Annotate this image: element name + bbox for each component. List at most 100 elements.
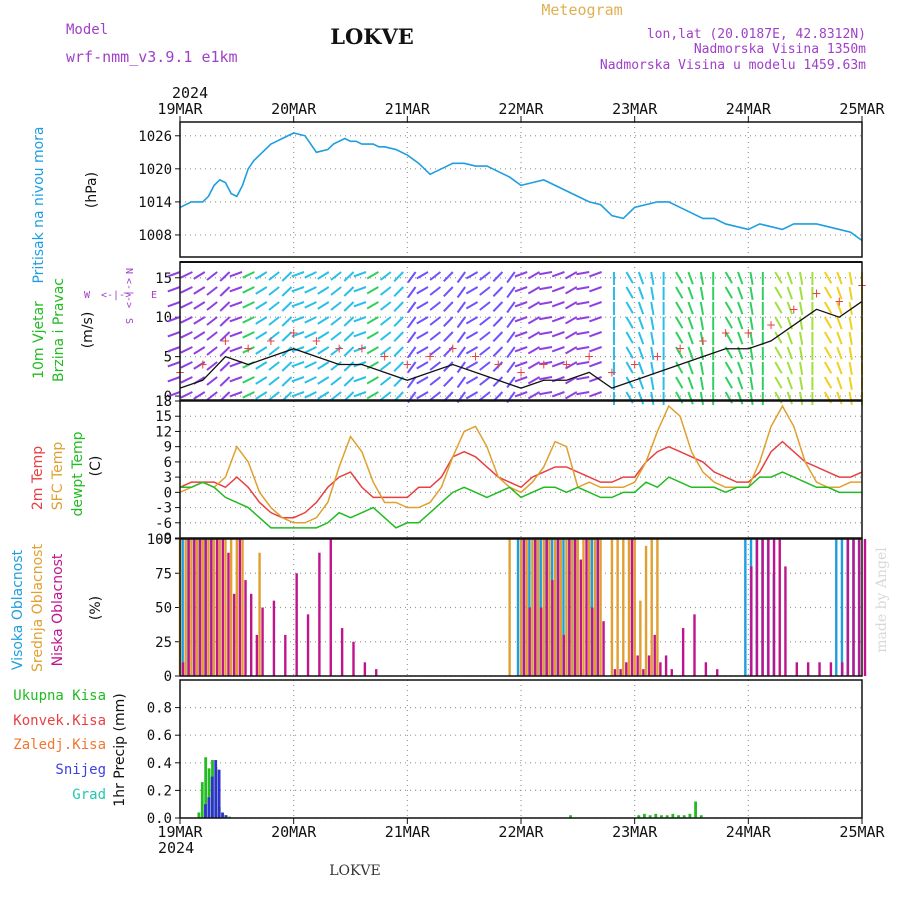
precip-total-bar xyxy=(654,813,658,818)
mid-cloud-bar xyxy=(190,539,193,676)
precip-total-bar xyxy=(648,815,652,818)
wind-arrow xyxy=(565,271,578,280)
pressure-line xyxy=(179,132,863,242)
wind-arrow xyxy=(749,346,754,360)
wind-arrow xyxy=(465,346,479,355)
wind-arrow xyxy=(479,361,491,371)
y-tick-label: 18 xyxy=(155,394,172,410)
mid-cloud-bar xyxy=(235,539,239,676)
wind-arrow xyxy=(180,391,193,399)
wind-arrow xyxy=(479,301,491,311)
wind-arrow xyxy=(565,346,578,355)
wind-arrow xyxy=(353,346,367,353)
precip-snow-bar xyxy=(221,812,224,818)
wind-arrow xyxy=(749,271,754,285)
wind-arrow xyxy=(637,361,645,375)
wind-arrow xyxy=(416,316,429,325)
wind-arrow xyxy=(416,271,429,280)
wind-arrow xyxy=(317,361,330,370)
low-cloud-bar xyxy=(340,628,344,676)
wind-arrow xyxy=(167,286,181,293)
wind-gust-marker: + xyxy=(334,342,344,356)
wind-arrow xyxy=(576,346,590,351)
wind-arrow xyxy=(281,316,293,327)
wind-arrow xyxy=(465,391,479,400)
wind-arrow xyxy=(255,391,268,400)
low-cloud-bar xyxy=(568,539,571,676)
low-cloud-bar xyxy=(693,614,696,676)
wind-arrow xyxy=(393,361,404,373)
mid-cloud-bar xyxy=(207,539,210,676)
wind-arrow xyxy=(675,316,684,329)
low-cloud-bar xyxy=(653,634,656,676)
wind-arrow xyxy=(589,346,602,353)
wind-arrow xyxy=(492,301,504,313)
wind-arrow xyxy=(304,391,317,399)
wind-arrow xyxy=(193,361,206,370)
wind-arrow xyxy=(393,331,404,343)
mid-cloud-bar xyxy=(656,539,659,676)
bottom-date-tick: 20MAR xyxy=(271,823,317,841)
y-tick-label: 0 xyxy=(164,669,172,685)
wind-arrow xyxy=(353,271,367,278)
wind-arrow xyxy=(823,361,833,374)
wind-arrow xyxy=(353,331,367,338)
bottom-date-tick: 19MAR xyxy=(157,823,203,841)
precip-grad-label: Grad xyxy=(72,787,106,803)
wind-arrow xyxy=(724,361,733,374)
low-cloud-bar xyxy=(613,669,617,676)
wind-arrow xyxy=(724,271,733,284)
wind-arrow xyxy=(317,346,330,355)
wind-arrow xyxy=(330,361,342,371)
wind-arrow xyxy=(379,331,392,341)
mid-cloud-bar xyxy=(570,539,574,676)
wind-arrow xyxy=(836,331,843,345)
y-tick-label: 6 xyxy=(164,455,172,471)
wind-arrow xyxy=(724,376,733,389)
wind-gust-marker: + xyxy=(812,286,822,300)
low-cloud-bar xyxy=(625,662,628,676)
wind-arrow xyxy=(675,301,684,314)
wind-arrow xyxy=(343,376,355,387)
location-title: LOKVE xyxy=(330,24,414,49)
wind-arrow xyxy=(255,301,268,310)
wind-gust-marker: + xyxy=(289,326,299,340)
wind-arrow xyxy=(836,271,843,285)
wind-arrow xyxy=(465,361,479,370)
wind-arrow xyxy=(353,301,367,308)
mid-cloud-bar xyxy=(508,539,511,676)
wind-arrow xyxy=(443,286,454,298)
wind-arrow xyxy=(456,331,467,344)
wind-arrow xyxy=(625,286,634,299)
wind-arrow xyxy=(268,286,280,296)
wind-arrow xyxy=(749,376,754,390)
wind-arrow xyxy=(379,391,392,401)
wind-arrow xyxy=(167,391,181,398)
wind-arrow xyxy=(687,271,694,285)
wind-arrow xyxy=(304,361,317,369)
wind-arrow xyxy=(268,361,280,371)
wind-arrow xyxy=(242,286,255,294)
wind-arrow xyxy=(242,391,255,399)
wind-gust-marker: + xyxy=(402,357,412,371)
wind-arrow xyxy=(514,301,528,308)
wind-arrow xyxy=(675,346,684,359)
wind-arrow xyxy=(366,346,379,355)
high-cloud-bar xyxy=(744,539,747,676)
low-cloud-bar xyxy=(755,539,759,676)
wind-arrow xyxy=(514,286,528,293)
wind-arrow xyxy=(699,316,705,330)
wind-arrow xyxy=(456,286,467,299)
pressure-label: Pritisak na nivou mora xyxy=(31,126,47,283)
wind-gust-marker: + xyxy=(630,357,640,371)
low-cloud-bar xyxy=(778,539,781,676)
low-cloud-bar xyxy=(596,539,600,676)
wind-arrow xyxy=(848,271,853,285)
wind-arrow xyxy=(366,316,379,325)
precip-unit: 1hr Precip (mm) xyxy=(112,693,128,806)
y-tick-label: 0 xyxy=(164,389,172,405)
wind-arrow xyxy=(167,316,181,323)
wind-arrow xyxy=(407,316,417,329)
low-cloud-bar xyxy=(556,539,560,676)
